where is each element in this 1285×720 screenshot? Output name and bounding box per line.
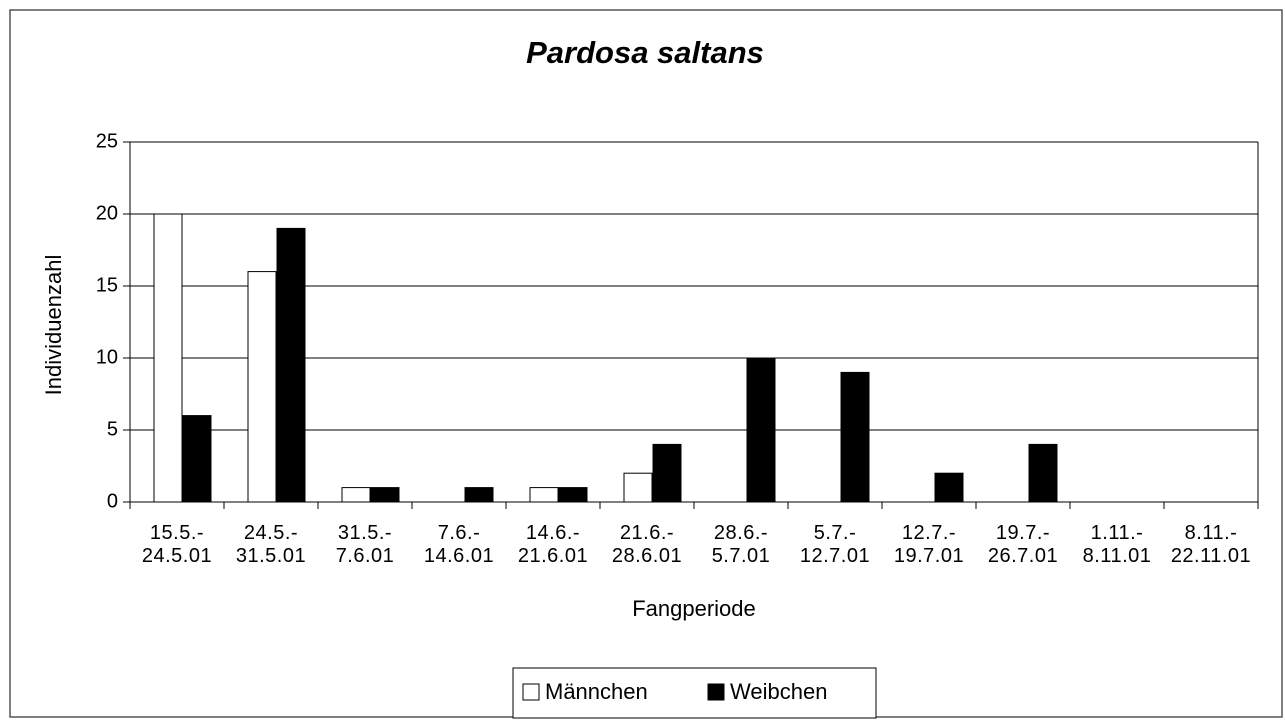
y-tick-label: 5 <box>107 418 118 440</box>
y-tick-label: 10 <box>96 346 118 368</box>
bar <box>529 487 559 503</box>
bar <box>558 487 588 503</box>
bar <box>247 271 277 503</box>
bar <box>464 487 494 503</box>
bar <box>182 415 212 503</box>
bar <box>341 487 371 503</box>
x-tick-label: 8.11.- 22.11.01 <box>1170 522 1252 567</box>
legend-label: Weibchen <box>730 679 827 704</box>
x-tick-label: 14.6.- 21.6.01 <box>517 522 589 567</box>
y-tick-label: 0 <box>107 490 118 512</box>
bar <box>276 227 306 503</box>
x-tick-label: 28.6.- 5.7.01 <box>711 522 771 567</box>
legend-swatch <box>707 683 725 701</box>
legend-swatch <box>522 683 540 701</box>
bar <box>370 487 400 503</box>
bar <box>623 472 653 503</box>
bar <box>1028 443 1058 503</box>
x-tick-label: 21.6.- 28.6.01 <box>611 522 683 567</box>
legend-label: Männchen <box>545 679 648 704</box>
bar <box>934 472 964 503</box>
y-axis-label: Individuenzahl <box>41 255 66 396</box>
y-tick-label: 25 <box>96 130 118 152</box>
x-axis-label: Fangperiode <box>632 596 756 621</box>
bar <box>746 357 776 503</box>
bar <box>652 443 682 503</box>
y-tick-label: 20 <box>96 202 118 224</box>
legend-box <box>512 667 877 719</box>
chart-title: Pardosa saltans <box>526 35 764 70</box>
bar <box>840 371 870 503</box>
x-tick-label: 19.7.- 26.7.01 <box>987 522 1059 567</box>
x-tick-label: 12.7.- 19.7.01 <box>893 522 965 567</box>
x-tick-label: 7.6.- 14.6.01 <box>423 522 495 567</box>
chart-border <box>9 9 1283 718</box>
x-tick-label: 31.5.- 7.6.01 <box>335 522 395 567</box>
bar <box>153 213 183 503</box>
y-tick-label: 15 <box>96 274 118 296</box>
x-tick-label: 1.11.- 8.11.01 <box>1082 522 1152 567</box>
x-tick-label: 15.5.- 24.5.01 <box>141 522 213 567</box>
x-tick-label: 5.7.- 12.7.01 <box>799 522 871 567</box>
x-tick-label: 24.5.- 31.5.01 <box>235 522 307 567</box>
